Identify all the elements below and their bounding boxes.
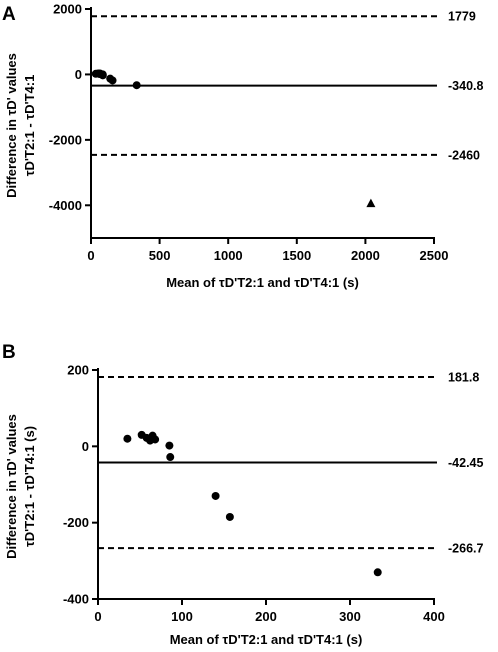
x-axis-title: Mean of τD'T2:1 and τD'T4:1 (s) bbox=[166, 275, 359, 290]
y-tick-label: -4000 bbox=[49, 198, 82, 213]
data-point bbox=[123, 434, 132, 443]
y-tick-label: 0 bbox=[82, 439, 89, 454]
x-tick-label: 2000 bbox=[351, 248, 380, 263]
x-tick-label: 2500 bbox=[420, 248, 449, 263]
y-axis-title: τD'T2:1 - τD'T4:1 (s) bbox=[22, 426, 37, 547]
data-point-triangle bbox=[366, 198, 376, 208]
bias-label: -42.45 bbox=[448, 456, 483, 470]
x-axis-title: Mean of τD'T2:1 and τD'T4:1 (s) bbox=[170, 632, 363, 647]
data-point bbox=[132, 81, 141, 90]
data-point bbox=[98, 71, 107, 80]
y-tick-label: -200 bbox=[63, 515, 89, 530]
data-point bbox=[165, 441, 174, 450]
x-tick-label: 100 bbox=[171, 609, 193, 624]
data-point bbox=[166, 453, 175, 462]
panel-a: A 2000 0 -2000 -4000 0 500 1000 1500 2000 2500 1779… bbox=[2, 2, 483, 291]
panel-b: B 200 0 -200 -400 0 100 200 300 400 181.8 -42.45 -26… bbox=[2, 342, 483, 647]
panel-letter: B bbox=[2, 342, 16, 363]
limit-of-agreement-label: 1779 bbox=[448, 10, 476, 24]
panel-letter: A bbox=[2, 4, 16, 25]
y-axis-title: τD'T2:1 - τD'T4:1 bbox=[22, 75, 37, 177]
x-tick-label: 0 bbox=[94, 609, 101, 624]
y-axis-title: Difference in τD' values bbox=[4, 414, 19, 559]
x-tick-label: 200 bbox=[255, 609, 277, 624]
y-tick-label: 200 bbox=[67, 363, 89, 378]
data-point bbox=[108, 76, 117, 85]
x-tick-label: 0 bbox=[87, 248, 94, 263]
y-tick-label: 2000 bbox=[53, 2, 82, 17]
data-point bbox=[225, 512, 234, 521]
data-point bbox=[211, 491, 220, 500]
limit-of-agreement-label: -266.7 bbox=[448, 542, 483, 556]
x-tick-label: 300 bbox=[339, 609, 361, 624]
limit-of-agreement-label: -2460 bbox=[448, 148, 480, 162]
limit-of-agreement-label: 181.8 bbox=[448, 370, 479, 384]
data-point bbox=[151, 435, 160, 444]
y-tick-label: -400 bbox=[63, 592, 89, 607]
x-tick-label: 1500 bbox=[282, 248, 311, 263]
y-tick-label: -2000 bbox=[49, 132, 82, 147]
y-tick-label: 0 bbox=[75, 67, 82, 82]
data-point bbox=[373, 568, 382, 577]
x-tick-label: 500 bbox=[149, 248, 171, 263]
y-axis-title: Difference in τD' values bbox=[4, 53, 19, 198]
x-tick-label: 1000 bbox=[214, 248, 243, 263]
bias-label: -340.8 bbox=[448, 79, 483, 93]
x-tick-label: 400 bbox=[423, 609, 445, 624]
